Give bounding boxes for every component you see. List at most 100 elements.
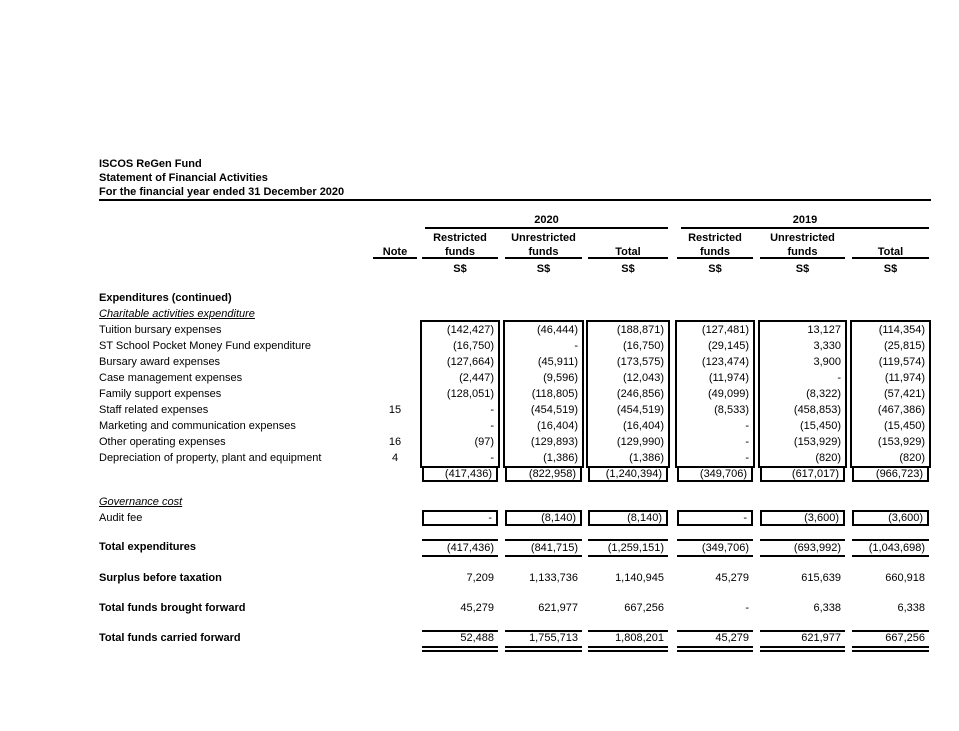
currency-label: S$ [795, 263, 810, 275]
cell-value: (29,145) [708, 340, 749, 352]
cell-value: (45,911) [537, 356, 578, 368]
cell-value: (467,386) [877, 404, 925, 416]
cell-label: Depreciation of property, plant and equi… [99, 452, 322, 464]
table-row: Other operating expenses 16 (97) (129,89… [99, 434, 931, 450]
cell-value: 615,639 [801, 572, 841, 584]
cell-value: (46,444) [537, 324, 578, 336]
cell-value: 13,127 [807, 324, 841, 336]
table-row: Family support expenses (128,051) (118,8… [99, 386, 931, 402]
cell-value: (9,596) [543, 372, 578, 384]
cell-value: (188,871) [616, 324, 664, 336]
col-header-2019-total: Total [852, 231, 929, 259]
cell-value: 45,279 [460, 602, 494, 614]
cell-value: 3,900 [813, 356, 841, 368]
cell-value: (458,853) [793, 404, 841, 416]
cell-value: (8,140) [588, 510, 668, 526]
cell-label: Total funds carried forward [99, 632, 241, 644]
cell-value: (118,805) [531, 388, 578, 400]
cell-value: (16,404) [537, 420, 578, 432]
cell-value: 1,808,201 [588, 630, 668, 652]
cell-label: Staff related expenses [99, 404, 209, 416]
subsection-heading-row: Charitable activities expenditure [99, 306, 931, 322]
cell-label: ST School Pocket Money Fund expenditure [99, 340, 311, 352]
cell-value: (153,929) [877, 436, 925, 448]
cell-value: (822,958) [505, 466, 582, 482]
cell-value: (417,436) [422, 466, 498, 482]
cell-value: (114,354) [878, 324, 925, 336]
cell-note [373, 370, 417, 386]
cell-value: (8,140) [505, 510, 582, 526]
cell-value: (1,386) [543, 452, 578, 464]
cell-value: (693,992) [760, 539, 845, 557]
col-header-note: Note [373, 231, 417, 259]
cell-value: (349,706) [677, 539, 753, 557]
cell-value: (820) [815, 452, 841, 464]
cell-value: 45,279 [677, 630, 753, 652]
cell-label: Total funds brought forward [99, 602, 246, 614]
cell-label: Bursary award expenses [99, 356, 221, 368]
col-header-2020-total: Total [588, 231, 668, 259]
cell-note: 15 [388, 404, 402, 416]
cell-value: (820) [899, 452, 925, 464]
cell-value: 6,338 [813, 602, 841, 614]
cell-label: Total expenditures [99, 541, 196, 553]
cell-value: (841,715) [505, 539, 582, 557]
cell-value: (16,404) [623, 420, 664, 432]
col-header-2020-restricted: Restricted funds [422, 231, 498, 259]
cell-label: Family support expenses [99, 388, 222, 400]
cell-note [373, 386, 417, 402]
cell-value: (246,856) [616, 388, 664, 400]
cell-value: 45,279 [715, 572, 749, 584]
cell-value: (128,051) [446, 388, 494, 400]
cell-value: (16,750) [623, 340, 664, 352]
cell-label: Surplus before taxation [99, 572, 222, 584]
cell-value: (11,974) [884, 372, 925, 384]
cell-label: Marketing and communication expenses [99, 420, 296, 432]
subsection-heading: Governance cost [99, 496, 183, 508]
funds-carried-forward-row: Total funds carried forward 52,488 1,755… [99, 630, 931, 652]
cell-value: 660,918 [885, 572, 925, 584]
cell-value: (417,436) [422, 539, 498, 557]
subtotal-row: (417,436) (822,958) (1,240,394) (349,706… [99, 466, 931, 482]
table-row: ST School Pocket Money Fund expenditure … [99, 338, 931, 354]
cell-value: (617,017) [760, 466, 845, 482]
cell-value: (454,519) [616, 404, 664, 416]
cell-value: (153,929) [793, 436, 841, 448]
total-expenditures-row: Total expenditures (417,436) (841,715) (… [99, 539, 931, 557]
cell-value: (15,450) [884, 420, 925, 432]
surplus-row: Surplus before taxation 7,209 1,133,736 … [99, 570, 931, 586]
cell-value: (123,474) [701, 356, 749, 368]
cell-value: (11,974) [708, 372, 749, 384]
cell-value: (1,259,151) [588, 539, 668, 557]
org-name: ISCOS ReGen Fund [99, 158, 202, 170]
cell-value: - [422, 510, 498, 526]
cell-value: - [574, 340, 578, 352]
cell-value: (16,750) [453, 340, 494, 352]
table-row: Bursary award expenses (127,664) (45,911… [99, 354, 931, 370]
cell-value: (454,519) [530, 404, 578, 416]
cell-label: Other operating expenses [99, 436, 226, 448]
cell-value: 1,755,713 [505, 630, 582, 652]
cell-value: (3,600) [852, 510, 929, 526]
section-heading: Expenditures (continued) [99, 292, 232, 304]
funds-brought-forward-row: Total funds brought forward 45,279 621,9… [99, 600, 931, 616]
col-group-2020: 2020 [425, 213, 668, 229]
cell-value: 6,338 [897, 602, 925, 614]
cell-value: - [745, 452, 749, 464]
cell-label: Case management expenses [99, 372, 243, 384]
cell-value: - [490, 420, 494, 432]
cell-label: Tuition bursary expenses [99, 324, 222, 336]
col-group-2019: 2019 [681, 213, 929, 229]
title-block: ISCOS ReGen Fund Statement of Financial … [99, 157, 344, 199]
cell-value: (129,893) [530, 436, 578, 448]
cell-value: (2,447) [459, 372, 494, 384]
col-header-2020-unrestricted: Unrestricted funds [505, 231, 582, 259]
doc-period: For the financial year ended 31 December… [99, 186, 345, 198]
cell-value: - [837, 372, 841, 384]
cell-value: 52,488 [422, 630, 498, 652]
cell-value: (25,815) [884, 340, 925, 352]
cell-value: - [745, 602, 749, 614]
subsection-heading-row: Governance cost [99, 494, 931, 510]
cell-note [373, 354, 417, 370]
